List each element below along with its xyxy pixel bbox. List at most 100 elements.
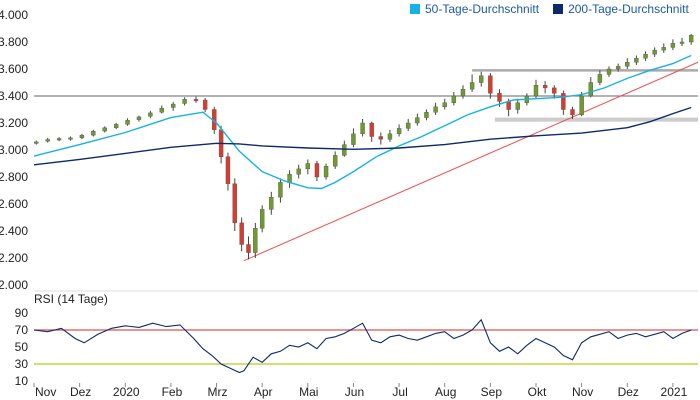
candle-up (442, 102, 447, 107)
candle-up (460, 89, 466, 97)
series-line-200-day (33, 106, 692, 166)
candle-up (296, 168, 301, 175)
y-tick-label: 3.800 (0, 35, 28, 49)
y-tick-label: 2.800 (0, 170, 28, 184)
reference-layer (34, 61, 699, 262)
candle-up (406, 122, 411, 129)
chart-legend: 50-Tage-Durchschnitt 200-Tage-Durchschni… (410, 2, 689, 16)
x-tick-label: 2021 (661, 385, 688, 399)
candle-up (56, 138, 62, 141)
candle-down (225, 156, 231, 184)
candle-up (102, 127, 107, 132)
y-tick-label: 3.200 (0, 116, 28, 130)
candle-down (378, 136, 384, 140)
candle-up (113, 124, 119, 128)
candle-up (579, 95, 584, 116)
y-tick-label: 3.400 (0, 89, 28, 103)
candle-up (91, 130, 96, 136)
x-tick-label: Dez (70, 385, 91, 399)
y-tick-label: 2.200 (0, 251, 28, 265)
candle-up (182, 99, 187, 104)
x-tick-label: 2020 (113, 385, 140, 399)
candle-up (533, 84, 539, 97)
candle-up (597, 74, 603, 83)
candle-down (239, 222, 244, 245)
rsi-line (33, 318, 692, 374)
candle-up (515, 102, 520, 110)
candle-up (451, 95, 457, 103)
x-tick-label: Okt (528, 385, 547, 399)
rsi-y-tick-label: 10 (15, 374, 29, 388)
candle-down (369, 122, 374, 137)
candle-up (45, 139, 50, 142)
candle-up (148, 112, 153, 117)
candle-up (79, 134, 85, 139)
candle-down (542, 84, 548, 89)
candle-up (269, 197, 274, 210)
rsi-panel-title: RSI (14 Tage) (34, 292, 108, 306)
candle-up (688, 35, 694, 43)
candle-up (68, 137, 73, 140)
x-tick-label: Feb (162, 385, 183, 399)
candle-down (552, 87, 557, 94)
x-tick-label: Apr (254, 385, 273, 399)
candle-up (342, 144, 347, 156)
x-tick-label: Mai (299, 385, 318, 399)
legend-swatch-200-day (553, 4, 564, 14)
candle-down (202, 99, 208, 110)
rsi-panel: RSI (14 Tage) (33, 292, 698, 374)
candle-up (415, 117, 420, 124)
candle-up (332, 155, 338, 167)
candle-up (661, 47, 666, 51)
candle-up (159, 107, 164, 113)
x-tick-label: Jun (345, 385, 364, 399)
candle-up (643, 53, 648, 59)
candle-down (497, 93, 502, 102)
legend-label-50-day: 50-Tage-Durchschnitt (425, 2, 540, 16)
series-line-50-day (33, 54, 692, 190)
candle-up (125, 120, 130, 125)
support-zone (494, 117, 698, 122)
axis-layer: 4.000 3.800 3.600 3.400 3.200 3.000 2.800 2.600… (0, 8, 698, 399)
y-tick-label: 2.600 (0, 197, 28, 211)
candle-up (396, 128, 402, 134)
candle-up (433, 106, 438, 113)
candle-down (314, 163, 320, 178)
y-tick-label: 2.400 (0, 224, 28, 238)
y-tick-label: 3.600 (0, 62, 28, 76)
candle-up (424, 111, 429, 118)
candle-up (305, 163, 311, 170)
candle-up (323, 165, 329, 178)
candle-up (588, 82, 593, 97)
candle-up (351, 133, 356, 145)
x-tick-label: Aug (435, 385, 456, 399)
x-tick-label: Sep (481, 385, 503, 399)
candle-down (561, 93, 566, 110)
candle-up (652, 49, 657, 55)
candle-up (34, 141, 39, 144)
candle-up (615, 66, 621, 70)
candle-up (253, 228, 258, 253)
candle-up (170, 103, 176, 108)
candle-up (287, 174, 292, 183)
legend-label-200-day: 200-Tage-Durchschnitt (568, 2, 689, 16)
candle-up (387, 133, 393, 140)
candle-down (246, 244, 251, 253)
candle-down (570, 109, 575, 116)
x-tick-label: Nov (35, 385, 56, 399)
y-tick-label: 2.000 (0, 278, 28, 292)
candle-down (488, 75, 493, 94)
candle-down (193, 99, 199, 102)
candle-up (606, 68, 612, 75)
y-tick-label: 4.000 (0, 8, 28, 22)
candle-up (469, 82, 475, 90)
candle-up (360, 122, 365, 135)
moving-average-layer (33, 54, 692, 190)
rsi-y-tick-label: 90 (15, 306, 29, 320)
candle-up (259, 209, 265, 229)
x-tick-label: Jul (392, 385, 407, 399)
candle-up (479, 75, 484, 83)
candle-up (634, 58, 639, 63)
rsi-y-tick-label: 70 (15, 323, 29, 337)
